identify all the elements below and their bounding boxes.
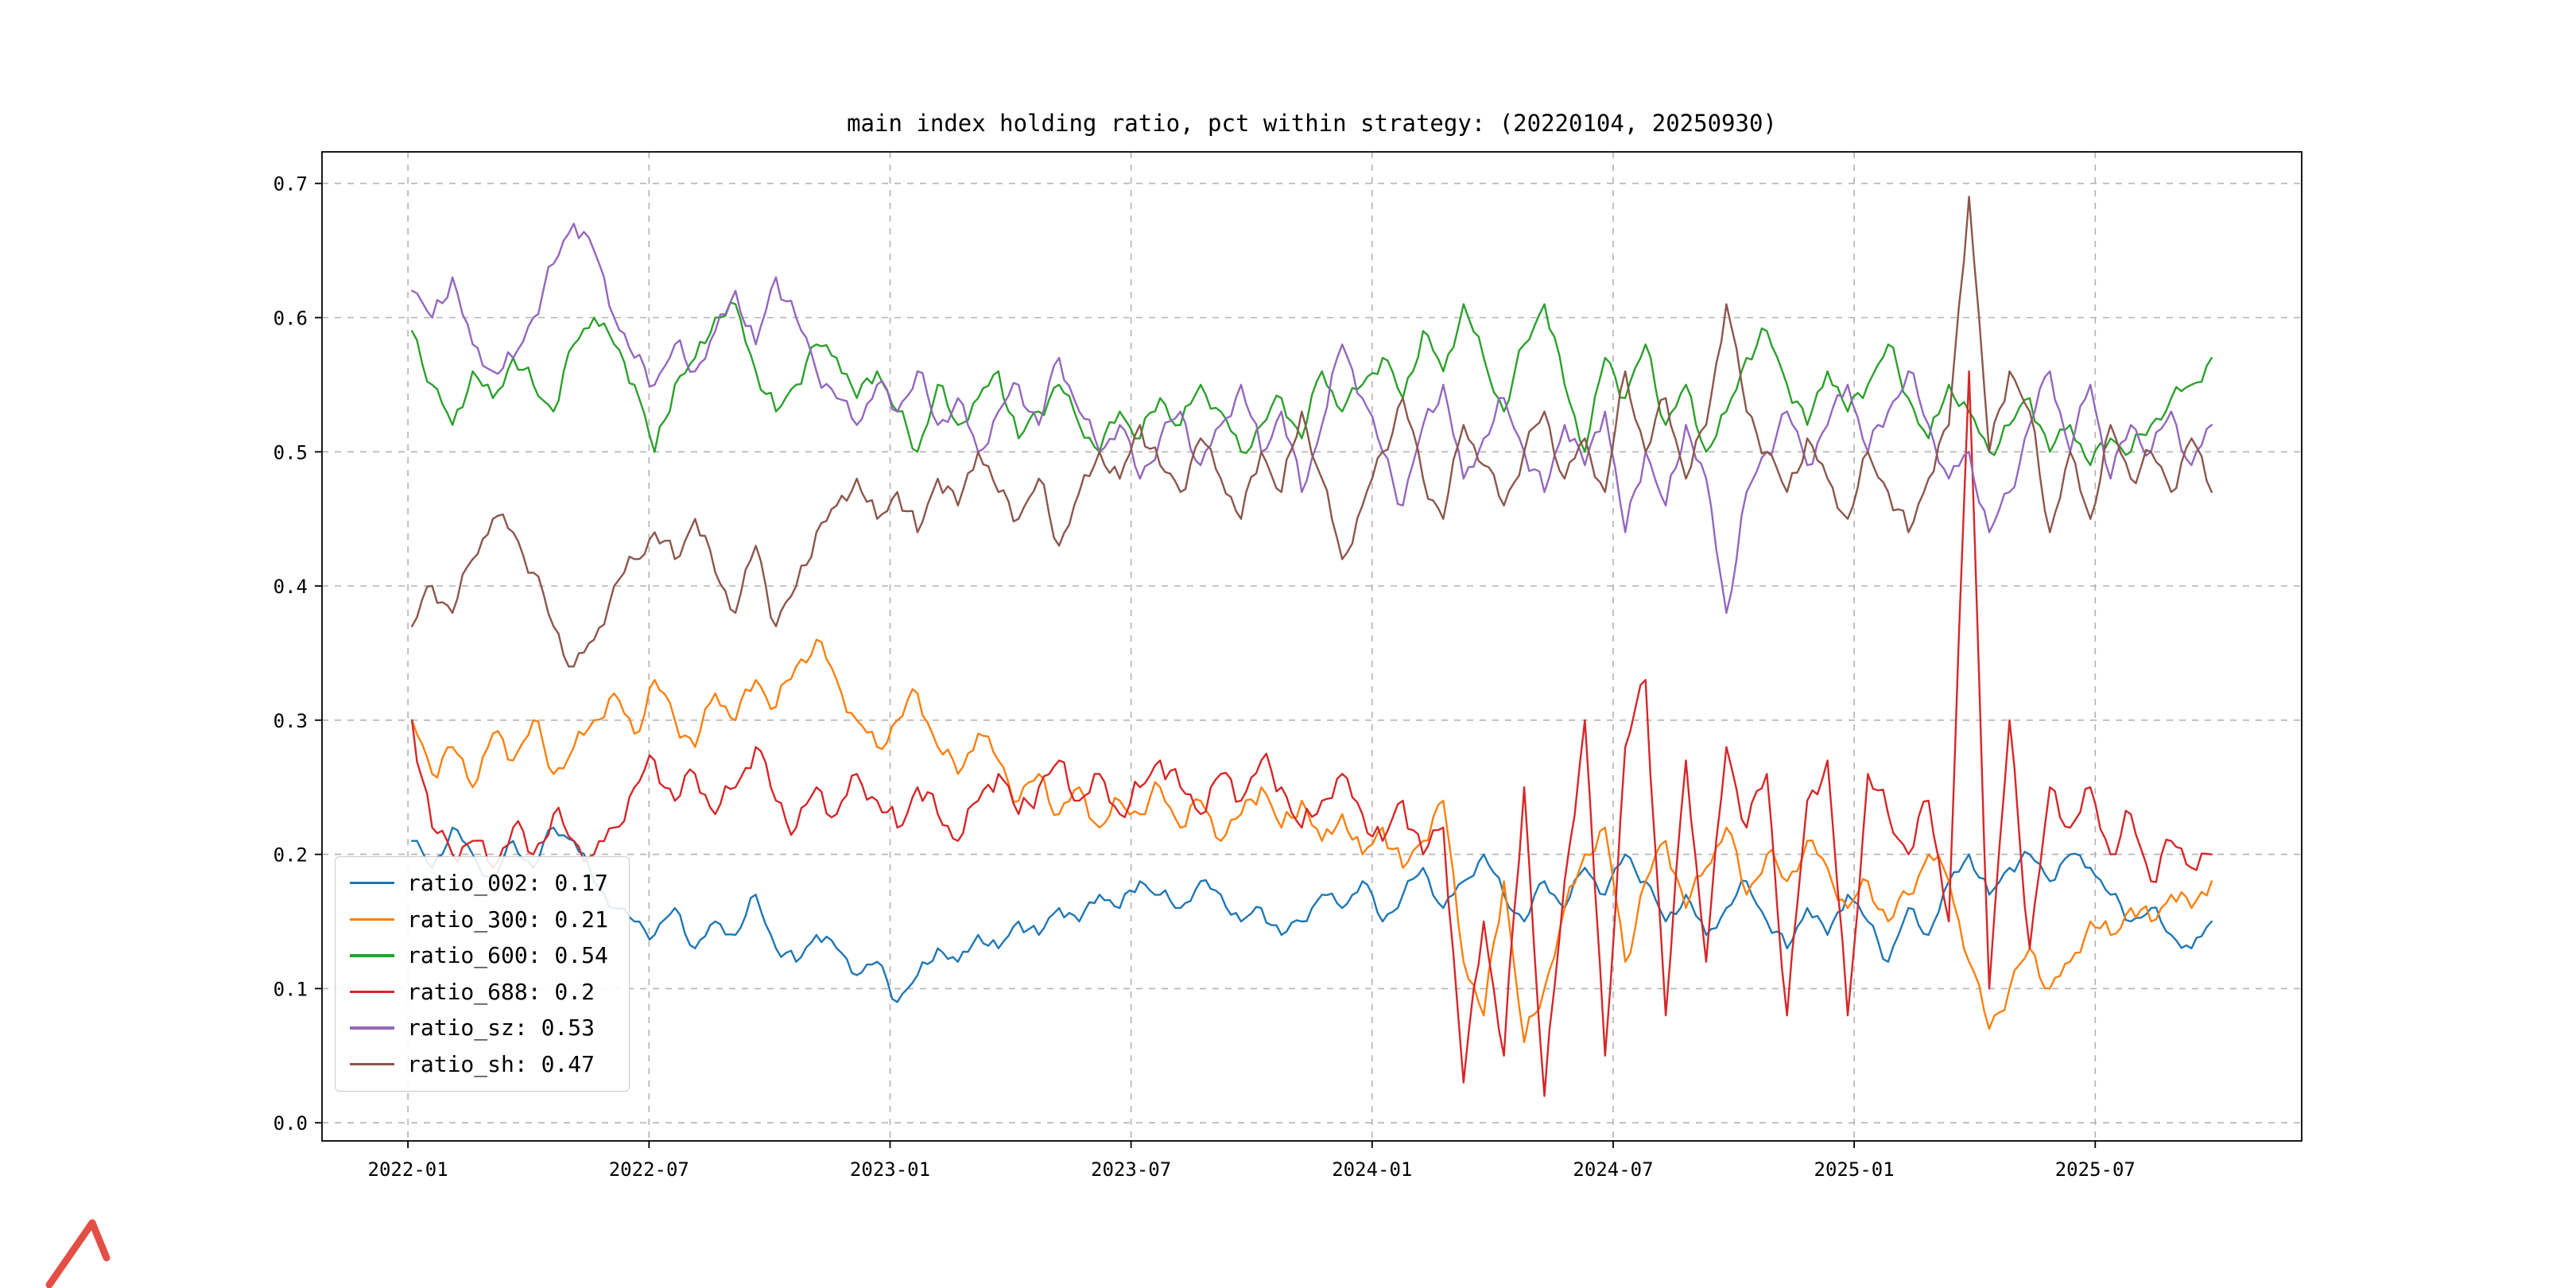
legend-line-swatch xyxy=(350,1063,394,1066)
x-tick-label: 2022-07 xyxy=(609,1158,689,1181)
red-watermark-mark xyxy=(45,1219,111,1288)
legend-line-swatch xyxy=(350,954,394,957)
y-tick-label: 0.6 xyxy=(274,308,308,330)
y-tick-label: 0.0 xyxy=(274,1112,308,1135)
x-tick-label: 2025-01 xyxy=(1814,1158,1895,1181)
series-ratio_600 xyxy=(411,301,2213,467)
y-tick-label: 0.7 xyxy=(274,173,308,196)
legend-label: ratio_300: 0.21 xyxy=(407,906,608,933)
x-tick-label: 2023-07 xyxy=(1091,1158,1171,1181)
x-tick-label: 2025-07 xyxy=(2055,1158,2136,1181)
x-tick-label: 2022-01 xyxy=(368,1158,448,1181)
legend-item-ratio_300: ratio_300: 0.21 xyxy=(350,906,608,933)
legend-item-ratio_002: ratio_002: 0.17 xyxy=(350,870,608,897)
legend-line-swatch xyxy=(350,990,394,994)
legend-label: ratio_002: 0.17 xyxy=(407,870,608,896)
legend: ratio_002: 0.17 ratio_300: 0.21 ratio_600:… xyxy=(335,856,630,1092)
y-tick-label: 0.3 xyxy=(274,710,308,732)
x-tick-label: 2024-01 xyxy=(1332,1158,1412,1181)
legend-line-swatch xyxy=(350,1026,394,1030)
series-ratio_300 xyxy=(411,638,2213,1044)
x-tick-label: 2023-01 xyxy=(850,1158,930,1181)
legend-label: ratio_sh: 0.47 xyxy=(407,1050,596,1077)
legend-item-ratio_600: ratio_600: 0.54 xyxy=(350,942,608,969)
series-ratio_688 xyxy=(411,370,2213,1097)
legend-item-ratio_688: ratio_688: 0.2 xyxy=(350,979,608,1006)
legend-line-swatch xyxy=(350,882,394,885)
legend-item-ratio_sz: ratio_sz: 0.53 xyxy=(350,1014,608,1042)
series-ratio_sz xyxy=(411,223,2213,614)
legend-line-swatch xyxy=(350,918,394,921)
legend-label: ratio_688: 0.2 xyxy=(407,978,596,1005)
chart-title: main index holding ratio, pct within str… xyxy=(847,110,1777,137)
x-tick-label: 2024-07 xyxy=(1573,1158,1653,1181)
legend-label: ratio_600: 0.54 xyxy=(407,942,608,969)
y-tick-label: 0.4 xyxy=(274,576,308,598)
series-lines xyxy=(411,196,2213,1097)
series-ratio_sh xyxy=(411,196,2213,668)
x-axis: 2022-01 2022-07 2023-01 2023-07 2024-01 2024-… xyxy=(368,1141,2136,1181)
series-ratio_002 xyxy=(411,826,2213,1003)
y-tick-label: 0.1 xyxy=(274,978,308,1000)
y-tick-label: 0.5 xyxy=(274,441,308,464)
legend-label: ratio_sz: 0.53 xyxy=(407,1014,596,1042)
y-tick-label: 0.2 xyxy=(274,844,308,867)
legend-item-ratio_sh: ratio_sh: 0.47 xyxy=(350,1051,608,1078)
plot-border xyxy=(321,151,2302,1142)
y-axis: 0.0 0.1 0.2 0.3 0.4 0.5 0.6 0.7 xyxy=(274,173,322,1135)
